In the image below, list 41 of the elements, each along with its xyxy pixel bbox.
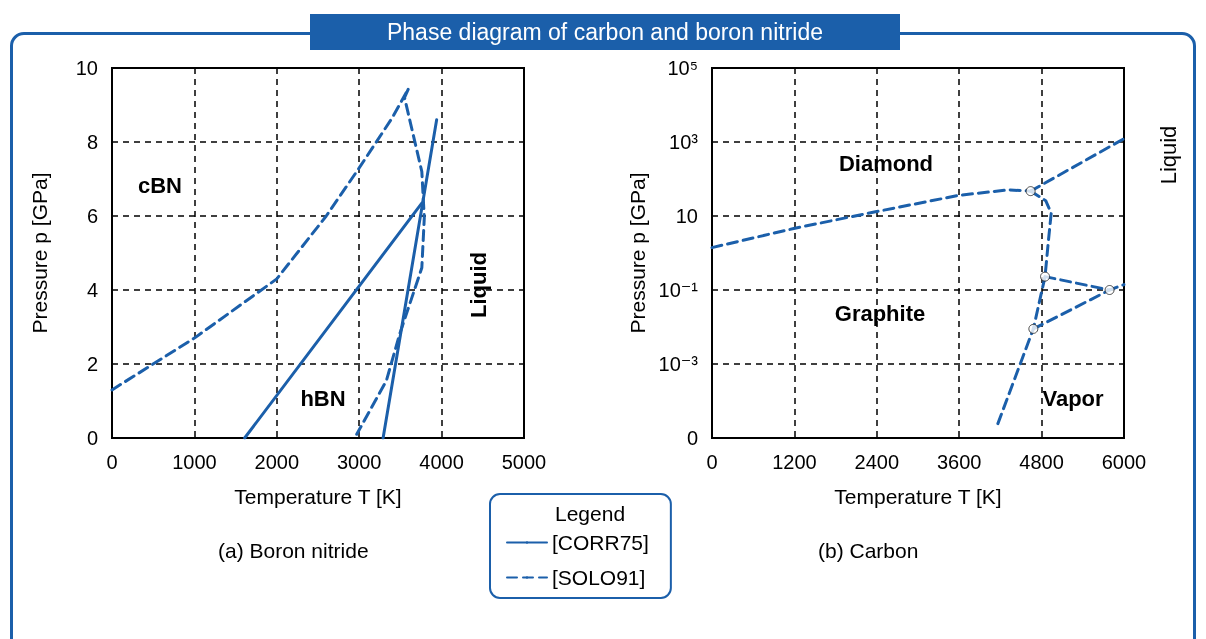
y-tick-label: 8 <box>86 131 98 153</box>
y-tick-label: 0 <box>686 427 698 449</box>
text: (b) Carbon <box>818 539 919 562</box>
y-axis-title: Pressure p [GPa] <box>625 172 649 334</box>
text: Liquid <box>1155 125 1181 185</box>
x-axis-title: Temperature T [K] <box>834 485 1002 508</box>
x-tick-label: 5000 <box>501 451 547 473</box>
annotation: Vapor <box>1042 385 1104 411</box>
x-tick-label: 2400 <box>854 451 900 473</box>
y-tick-label: 10 <box>75 57 98 79</box>
y-tick-label: 2 <box>86 353 98 375</box>
x-tick-label: 4000 <box>419 451 464 473</box>
annotation: Liquid <box>465 252 491 318</box>
x-tick-label: 3600 <box>936 451 982 473</box>
legend-title: Legend <box>555 502 626 525</box>
y-tick-label: 10 <box>675 205 698 227</box>
x-tick-label: 2000 <box>254 451 300 473</box>
legend-label: [SOLO91] <box>552 566 646 589</box>
text: Phase diagram of carbon and boron nitride <box>310 14 900 50</box>
x-tick-label: 3000 <box>336 451 382 473</box>
x-tick-label: 0 <box>706 451 718 473</box>
x-tick-label: 4800 <box>1019 451 1064 473</box>
x-tick-label: 6000 <box>1101 451 1147 473</box>
x-tick-label: 0 <box>106 451 118 473</box>
y-tick-label: 10⁵ <box>667 57 698 79</box>
legend-label: [CORR75] <box>552 531 649 554</box>
y-tick-label: 10⁻³ <box>658 353 699 375</box>
y-tick-label: 10⁻¹ <box>658 279 699 301</box>
text: (a) Boron nitride <box>218 539 369 562</box>
y-tick-label: 4 <box>86 279 98 301</box>
annotation: hBN <box>300 385 346 411</box>
y-tick-label: 6 <box>86 205 98 227</box>
annotation: Graphite <box>834 300 926 326</box>
x-tick-label: 1200 <box>772 451 817 473</box>
annotation: Diamond <box>838 150 934 176</box>
y-axis-title: Pressure p [GPa] <box>28 172 51 334</box>
y-tick-label: 0 <box>86 427 98 449</box>
annotation: cBN <box>137 172 183 198</box>
y-tick-label: 10³ <box>669 131 699 153</box>
x-tick-label: 1000 <box>172 451 217 473</box>
x-axis-title: Temperature T [K] <box>234 485 402 508</box>
